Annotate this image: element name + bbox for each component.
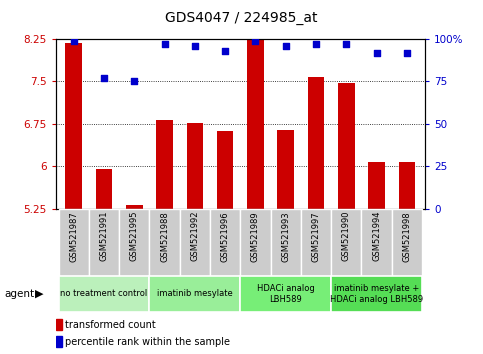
Bar [398,162,415,209]
Text: GSM521991: GSM521991 [99,211,109,261]
Bar [180,209,210,276]
Point [252,38,259,44]
Text: ▶: ▶ [35,289,43,299]
Bar [58,209,89,276]
Bar [186,123,203,209]
Text: GSM521998: GSM521998 [402,211,412,262]
Point [221,48,229,54]
Bar [361,209,392,276]
Text: GSM521992: GSM521992 [190,211,199,261]
Point [130,79,138,84]
Text: GSM521995: GSM521995 [130,211,139,261]
Bar [270,209,301,276]
Bar [277,130,294,209]
Point [191,43,199,48]
Text: GSM521996: GSM521996 [221,211,229,262]
Text: GSM521997: GSM521997 [312,211,321,262]
Bar [126,205,142,209]
Bar [156,120,173,209]
Bar [301,209,331,276]
Bar [368,162,385,209]
Point [312,41,320,47]
Text: transformed count: transformed count [65,320,156,330]
Bar [217,131,233,209]
Bar [89,209,119,276]
Text: imatinib mesylate +
HDACi analog LBH589: imatinib mesylate + HDACi analog LBH589 [330,284,423,303]
Text: GSM521990: GSM521990 [342,211,351,261]
Point [373,50,381,55]
Text: GSM521989: GSM521989 [251,211,260,262]
Point [403,50,411,55]
Text: no treatment control: no treatment control [60,289,148,298]
Bar [338,83,355,209]
Text: GSM521994: GSM521994 [372,211,381,261]
Bar [247,18,264,209]
Bar [149,209,180,276]
Point [342,41,350,47]
Text: agent: agent [5,289,35,299]
Bar [96,169,113,209]
Bar [65,43,82,209]
Bar [331,209,361,276]
Bar [149,276,241,312]
Point [282,43,290,48]
Text: GDS4047 / 224985_at: GDS4047 / 224985_at [165,11,318,25]
Bar [56,319,62,330]
Bar [241,209,270,276]
Bar [56,336,62,347]
Bar [119,209,149,276]
Bar [58,276,149,312]
Text: imatinib mesylate: imatinib mesylate [157,289,233,298]
Text: GSM521988: GSM521988 [160,211,169,262]
Point [161,41,169,47]
Point [70,38,78,44]
Bar [308,77,325,209]
Bar [392,209,422,276]
Text: GSM521993: GSM521993 [281,211,290,262]
Text: percentile rank within the sample: percentile rank within the sample [65,337,229,347]
Bar [210,209,241,276]
Text: GSM521987: GSM521987 [69,211,78,262]
Bar [331,276,422,312]
Text: HDACi analog
LBH589: HDACi analog LBH589 [257,284,314,303]
Point [100,75,108,81]
Bar [241,276,331,312]
